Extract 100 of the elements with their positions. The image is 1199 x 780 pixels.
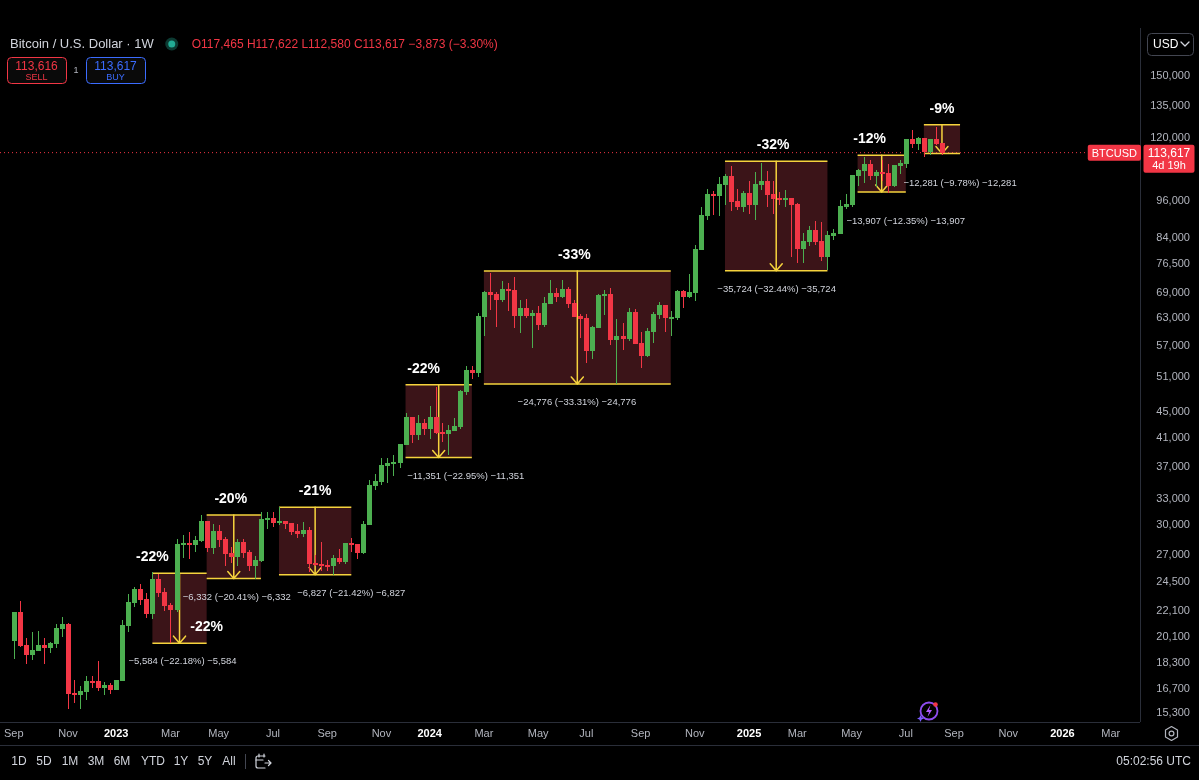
text: 1D xyxy=(11,754,27,768)
y-tick-label: 27,000 xyxy=(1156,547,1190,560)
text: 1Y xyxy=(173,754,189,768)
y-tick-label: 84,000 xyxy=(1156,230,1190,243)
candlestick xyxy=(428,405,433,440)
x-tick-label: Jul xyxy=(265,727,280,739)
y-tick-label: 37,000 xyxy=(1156,459,1190,472)
annotation: -21% xyxy=(298,482,333,499)
candlestick xyxy=(271,511,276,528)
candlestick xyxy=(614,318,619,385)
x-tick-label: May xyxy=(527,727,550,739)
x-tick-label: Nov xyxy=(998,727,1019,739)
candlestick xyxy=(470,365,475,380)
y-tick-label: 57,000 xyxy=(1156,339,1190,352)
x-tick-label: Sep xyxy=(3,727,24,739)
candlestick xyxy=(42,637,47,665)
candlestick xyxy=(410,416,415,444)
x-tick-label: Nov xyxy=(371,727,392,739)
annotation: -32% xyxy=(756,136,791,153)
y-tick-label: 135,000 xyxy=(1150,98,1190,111)
annotation: -22% xyxy=(407,359,441,376)
x-tick-label: May xyxy=(841,727,863,739)
y-tick-label: 16,700 xyxy=(1156,681,1190,694)
y-tick-label: 22,100 xyxy=(1156,603,1190,616)
candlestick xyxy=(102,681,107,696)
candlestick xyxy=(12,612,17,660)
candlestick xyxy=(530,309,535,349)
candlestick xyxy=(416,414,421,441)
annotation: -12% xyxy=(853,130,887,147)
candlestick xyxy=(150,571,155,620)
candlestick xyxy=(422,418,427,436)
x-tick-label: Nov xyxy=(685,727,706,739)
annotation: −6,827 (−21.42%) −6,827 xyxy=(297,586,406,598)
x-tick-label: 2026 xyxy=(1050,727,1075,739)
y-tick-label: 41,000 xyxy=(1156,431,1190,444)
x-tick-label: 2023 xyxy=(104,727,129,739)
y-tick-label: 18,300 xyxy=(1156,656,1190,669)
y-tick-label: 120,000 xyxy=(1150,131,1190,144)
text: 6M xyxy=(113,754,131,768)
annotation: 113,617 xyxy=(94,58,138,73)
candlestick xyxy=(187,531,192,560)
text: 4d 19h xyxy=(1152,158,1186,171)
annotation: -9% xyxy=(929,99,955,116)
candlestick xyxy=(205,520,210,553)
candlestick xyxy=(741,190,746,213)
annotation: −24,776 (−33.31%) −24,776 xyxy=(517,396,637,408)
y-tick-label: 30,000 xyxy=(1156,518,1190,531)
y-tick-label: 150,000 xyxy=(1150,69,1190,82)
x-tick-label: Jul xyxy=(898,727,913,739)
annotation: −12,281 (−9.78%) −12,281 xyxy=(903,176,1017,188)
text: 1M xyxy=(61,754,79,768)
text: 113,617 xyxy=(1147,145,1191,160)
candlestick xyxy=(235,538,240,567)
candlestick xyxy=(874,169,879,188)
text: 5D xyxy=(36,754,52,768)
candlestick xyxy=(910,129,915,149)
candlestick xyxy=(554,287,559,303)
y-tick-label: 51,000 xyxy=(1156,370,1190,383)
y-tick-label: 20,100 xyxy=(1156,630,1190,643)
candlestick xyxy=(711,190,716,216)
candlestick xyxy=(331,554,336,576)
annotation: BUY xyxy=(106,72,125,82)
candlestick xyxy=(922,137,927,158)
x-tick-label: Sep xyxy=(630,727,651,739)
candlestick xyxy=(343,542,348,565)
text: 5Y xyxy=(197,754,213,768)
candlestick xyxy=(663,305,668,333)
annotation: -22% xyxy=(136,548,170,565)
text: 3M xyxy=(87,754,105,768)
y-tick-label: 33,000 xyxy=(1156,491,1190,504)
annotation: −35,724 (−32.44%) −35,724 xyxy=(717,283,836,295)
y-tick-label: 45,000 xyxy=(1156,405,1190,418)
candlestick xyxy=(211,523,216,555)
candlestick xyxy=(108,682,113,695)
x-tick-label: Jul xyxy=(579,727,594,739)
x-tick-label: 2024 xyxy=(417,727,443,739)
candlestick xyxy=(277,506,282,526)
text: 05:02:56 UTC xyxy=(1116,754,1192,768)
candlestick xyxy=(916,136,921,151)
annotation: −11,351 (−22.95%) −11,351 xyxy=(407,469,525,481)
x-tick-label: Mar xyxy=(787,727,808,739)
text: USD xyxy=(1153,37,1179,51)
candlestick xyxy=(681,289,686,309)
candlestick xyxy=(627,307,632,342)
candlestick xyxy=(621,322,626,351)
candlestick xyxy=(928,138,933,156)
text: Bitcoin / U.S. Dollar · 1W xyxy=(10,36,155,51)
y-tick-label: 24,500 xyxy=(1156,574,1190,587)
x-tick-label: Mar xyxy=(474,727,494,739)
annotation: SELL xyxy=(25,72,48,82)
ref-line-label: BTCUSD xyxy=(1091,146,1138,159)
x-tick-label: Sep xyxy=(317,727,337,739)
y-tick-label: 96,000 xyxy=(1156,193,1190,206)
y-tick-label: 63,000 xyxy=(1156,311,1190,324)
candlestick xyxy=(783,189,788,208)
x-tick-label: Mar xyxy=(161,727,181,739)
candlestick xyxy=(608,287,613,346)
annotation: −13,907 (−12.35%) −13,907 xyxy=(846,215,966,227)
candlestick xyxy=(500,280,505,303)
x-tick-label: Nov xyxy=(58,727,79,739)
